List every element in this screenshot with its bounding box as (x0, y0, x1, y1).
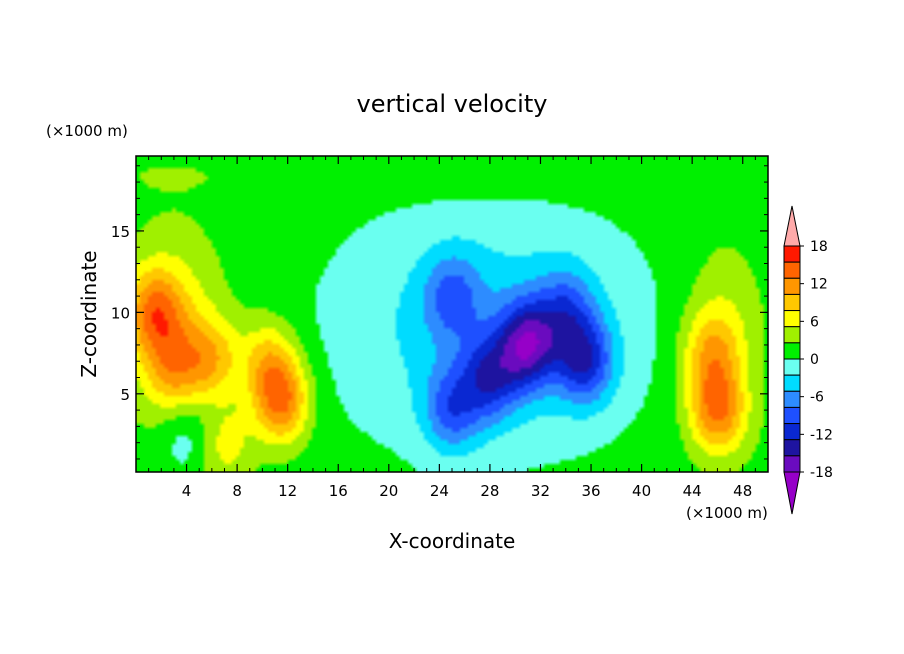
x-tick-label: 32 (531, 482, 550, 500)
x-tick-label: 16 (329, 482, 348, 500)
colorbar-label: 6 (810, 314, 819, 330)
colorbar-swatch (783, 342, 801, 360)
x-tick-label: 12 (278, 482, 297, 500)
x-tick-label: 24 (430, 482, 449, 500)
colorbar-label: 12 (810, 277, 828, 293)
x-tick-label: 36 (581, 482, 600, 500)
colorbar: 18 12 6 0 -6 -12 -18 (783, 205, 833, 515)
colorbar-swatch (783, 245, 801, 263)
y-axis: 5 10 15 (111, 165, 768, 460)
plot-area (136, 156, 768, 472)
colorbar-extend-bottom (783, 471, 801, 515)
y-tick-label: 5 (120, 386, 130, 404)
chart-title: vertical velocity (357, 90, 548, 118)
x-tick-label: 48 (733, 482, 752, 500)
colorbar-swatch (783, 439, 801, 457)
x-axis-label: X-coordinate (389, 529, 516, 553)
colorbar-label: -12 (810, 427, 833, 443)
colorbar-swatch (783, 293, 801, 312)
colorbar-swatch (783, 358, 801, 376)
x-tick-label: 4 (182, 482, 192, 500)
y-unit-label: (×1000 m) (46, 122, 128, 140)
colorbar-swatch (783, 455, 801, 473)
colorbar-swatch (783, 374, 801, 392)
contour-field (136, 156, 768, 472)
y-tick-label: 15 (111, 223, 130, 241)
colorbar-swatch (783, 423, 801, 441)
colorbar-swatch (783, 406, 801, 425)
x-tick-label: 44 (683, 482, 702, 500)
colorbar-label: 0 (810, 352, 819, 368)
x-tick-label: 40 (632, 482, 651, 500)
colorbar-label: -18 (810, 465, 833, 481)
x-axis: 4 8 12 16 20 24 28 32 36 40 44 48 (148, 156, 756, 500)
colorbar-swatch (783, 310, 801, 328)
colorbar-label: 18 (810, 239, 828, 255)
x-tick-label: 20 (379, 482, 398, 500)
y-axis-label: Z-coordinate (77, 250, 101, 377)
colorbar-label: -6 (810, 390, 824, 406)
x-tick-label: 8 (232, 482, 242, 500)
colorbar-extend-top (783, 205, 801, 247)
y-tick-label: 10 (111, 304, 130, 322)
colorbar-swatch (783, 326, 801, 344)
colorbar-swatch (783, 277, 801, 295)
colorbar-swatch (783, 390, 801, 408)
x-tick-label: 28 (480, 482, 499, 500)
colorbar-swatch (783, 261, 801, 279)
x-unit-label: (×1000 m) (686, 504, 768, 522)
